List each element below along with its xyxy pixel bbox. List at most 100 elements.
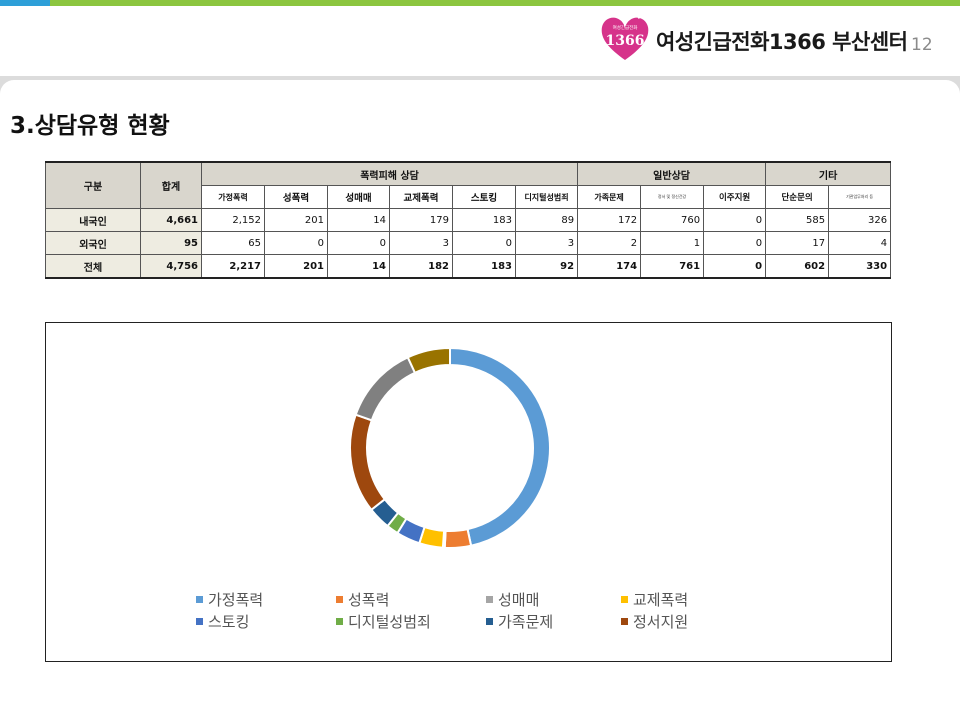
cell: 201 [264,208,328,232]
donut-slice-성폭력 [443,527,473,549]
subheader: 가정폭력 [201,185,265,209]
subheader: 가족문제 [577,185,642,209]
legend-label: 가족문제 [498,613,554,631]
cell: 2,217 [201,254,265,279]
legend-swatch [621,618,628,625]
cell: 760 [640,208,705,232]
row-total: 95 [140,231,202,255]
cell: 0 [452,231,516,255]
table-row: 내국인 4,661 2,152 201 14 179 183 89 172 76… [45,208,892,232]
donut-slice-가정폭력 [449,346,551,547]
cell: 183 [452,208,516,232]
legend-item: 정서지원 [621,611,688,632]
legend-label: 정서지원 [633,613,689,631]
legend-item: 가정폭력 [196,589,263,610]
cell: 89 [514,208,579,232]
table-row-total: 전체 4,756 2,217 201 14 182 183 92 174 761… [45,254,892,279]
legend-label: 가정폭력 [208,591,264,609]
subheader: 디지털성범죄 [514,185,579,209]
legend-item: 성매매 [486,589,539,610]
row-label: 외국인 [45,231,141,255]
cell: 0 [703,254,767,279]
legend-label: 스토킹 [208,613,250,631]
legend-item: 교제폭력 [621,589,688,610]
org-name: 여성긴급전화1366 부산센터 [656,30,908,54]
cell: 182 [389,254,453,279]
legend-label: 교제폭력 [633,591,689,609]
row-total: 4,756 [140,254,202,279]
legend-swatch [486,618,493,625]
header-other: 기타 [765,161,892,186]
donut-chart [349,346,551,549]
cell: 326 [828,208,892,232]
header: 여성긴급전화 1366 여성긴급전화1366 부산센터 12 [0,6,960,76]
center-logo: 여성긴급전화 1366 [601,15,650,60]
cell: 2 [577,231,642,255]
cell: 172 [577,208,642,232]
table-subheader-row: 가정폭력 성폭력 성매매 교제폭력 스토킹 디지털성범죄 가족문제 정서 및 정… [46,185,892,209]
donut-slice-정서지원 [349,413,387,512]
cell: 1 [640,231,705,255]
cell: 65 [201,231,265,255]
row-label: 내국인 [45,208,141,232]
page-title: 3.상담유형 현황 [10,113,170,139]
subheader: 교제폭력 [389,185,453,209]
cell: 0 [703,208,767,232]
header-group: 구분 [45,161,141,209]
subheader: 이주지원 [703,185,767,209]
cell: 201 [264,254,328,279]
cell: 0 [264,231,328,255]
slide-panel: 3.상담유형 현황 구분 합계 폭력피해 상담 일반상담 기타 가정폭력 성폭력… [0,80,960,720]
page-number: 12 [911,35,933,55]
cell: 174 [577,254,642,279]
cell: 3 [389,231,453,255]
subheader: 성폭력 [264,185,328,209]
subheader: 성매매 [327,185,390,209]
donut-slice-item-10 [406,346,451,375]
cell: 14 [327,208,390,232]
subheader: 정서 및 정신건강 [640,185,705,209]
table-header-row: 구분 합계 폭력피해 상담 일반상담 기타 [45,161,892,209]
row-label: 전체 [45,254,141,279]
legend-item: 가족문제 [486,611,553,632]
cell: 2,152 [201,208,265,232]
subheader: 단순문의 [765,185,830,209]
legend-item: 디지털성범죄 [336,611,431,632]
cell: 4 [828,231,892,255]
cell: 0 [327,231,390,255]
legend-swatch [621,596,628,603]
legend-item: 스토킹 [196,611,249,632]
logo-number: 1366 [606,33,645,49]
table-row: 외국인 95 65 0 0 3 0 3 2 1 0 17 4 [45,231,892,255]
legend-label: 성매매 [498,591,540,609]
header-total: 합계 [140,161,202,209]
header-general: 일반상담 [577,161,767,186]
logo-small-text: 여성긴급전화 [613,24,638,31]
row-total: 4,661 [140,208,202,232]
cell: 602 [765,254,830,279]
cell: 17 [765,231,830,255]
legend-swatch [336,596,343,603]
cell: 14 [327,254,390,279]
cell: 179 [389,208,453,232]
consultation-table: 구분 합계 폭력피해 상담 일반상담 기타 가정폭력 성폭력 성매매 교제폭력 … [45,161,892,279]
top-accent-blue [0,0,50,6]
legend-swatch [486,596,493,603]
subheader: 스토킹 [452,185,516,209]
cell: 585 [765,208,830,232]
subheader: 기관업무처리 등 [828,185,892,209]
cell: 183 [452,254,516,279]
top-accent-bar [0,0,960,6]
legend-swatch [336,618,343,625]
cell: 330 [828,254,892,279]
cell: 3 [514,231,579,255]
header-violence: 폭력피해 상담 [200,161,579,186]
legend-label: 디지털성범죄 [348,613,431,631]
cell: 761 [640,254,705,279]
cell: 92 [514,254,579,279]
legend-swatch [196,596,203,603]
legend-item: 성폭력 [336,589,389,610]
cell: 0 [703,231,767,255]
legend-label: 성폭력 [348,591,390,609]
